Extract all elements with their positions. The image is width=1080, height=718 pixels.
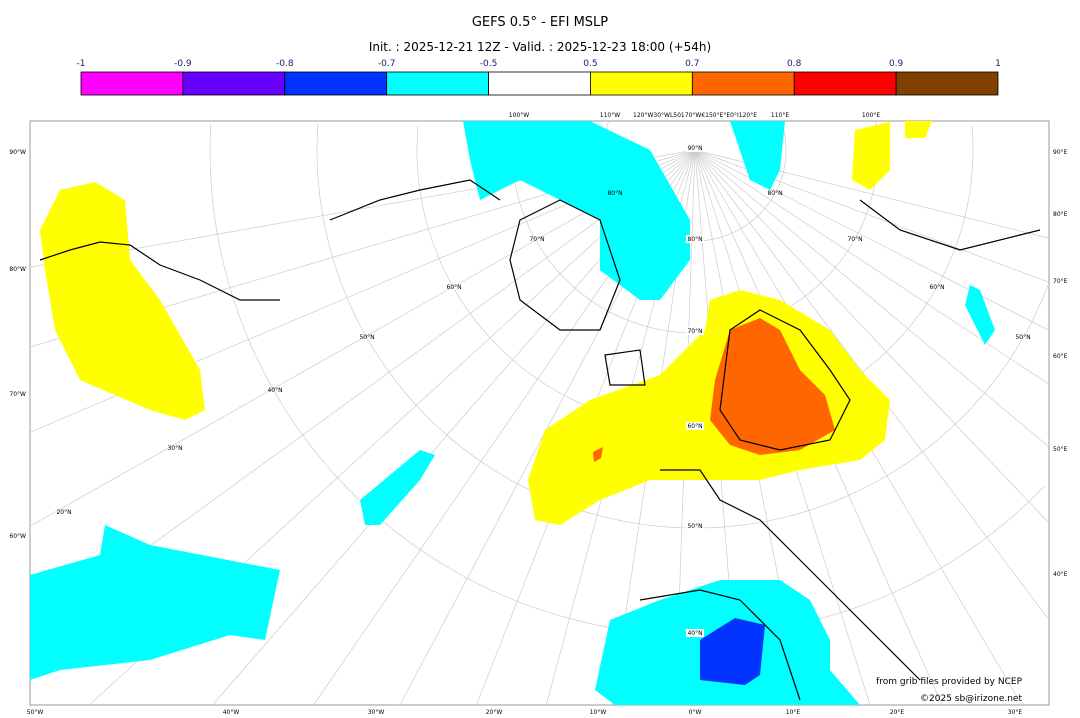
colorbar-tick-label: 0.9 [889, 59, 904, 69]
map-subtitle: Init. : 2025-12-21 12Z - Valid. : 2025-1… [368, 40, 712, 54]
colorbar-tick-label: 0.7 [685, 59, 699, 69]
efi-region-negative [360, 450, 435, 525]
colorbar-tick-label: 0.5 [583, 59, 597, 69]
efi-region-strong-negative [700, 618, 765, 685]
coordinate-label: 60°W [9, 533, 26, 540]
coordinate-label: 100°E [862, 112, 880, 119]
coordinate-label: 110°E [771, 112, 789, 119]
coastline [660, 469, 921, 681]
coastline [39, 241, 280, 301]
coastline [509, 199, 621, 331]
coordinate-labels: 50°W 40°W 30°W 20°W 10°W 0°W 10°E 20°E 30°E 90°W 8… [9, 112, 1067, 716]
coordinate-label: 30°N [167, 445, 182, 452]
coordinate-label: 70°N [847, 236, 862, 243]
coordinate-label: 50°N [1015, 334, 1030, 341]
efi-region-strong-positive [710, 318, 835, 455]
parallel-line [511, 121, 879, 334]
colorbar: -1 -0.9 -0.8 -0.7 -0.5 0.5 0.7 0.8 0.9 1 [77, 59, 1001, 96]
coordinate-label: 80°N [767, 190, 782, 197]
coordinate-label: 60°N [929, 284, 944, 291]
coastline [639, 589, 801, 701]
colorbar-tick-label: 0.8 [787, 59, 802, 69]
colorbar-tick-label: -0.7 [378, 59, 396, 69]
meridian-line [694, 149, 1050, 524]
coastline [719, 309, 851, 451]
coordinate-label: 0°W [689, 709, 702, 716]
coordinate-label: 70°W [9, 391, 26, 398]
coastline [604, 349, 646, 386]
efi-region-negative [30, 525, 280, 680]
coordinate-label: 40°W [223, 709, 240, 716]
map-title: GEFS 0.5° - EFI MSLP [471, 15, 609, 30]
colorbar-tick-label: -0.9 [174, 59, 192, 69]
efi-region-negative [463, 121, 690, 300]
label-bg [686, 522, 704, 530]
colorbar-segment [895, 71, 999, 96]
parallel-line [971, 125, 974, 150]
efi-region-positive [852, 122, 890, 190]
coordinate-label: 80°E [1053, 211, 1068, 218]
coordinate-label: 10°E [786, 709, 801, 716]
label-bg [686, 629, 704, 637]
label-bg [686, 422, 704, 430]
coordinate-label: 40°N [267, 387, 282, 394]
coordinate-label: 20°N [56, 509, 71, 516]
coordinate-label: 70°N [687, 328, 702, 335]
colorbar-tick-label: -0.5 [480, 59, 498, 69]
coastlines [39, 179, 1041, 701]
coordinate-label: 90°E [1053, 149, 1068, 156]
credit-ncep: from grib files provided by NCEP [876, 677, 1023, 687]
coordinate-label: 40°E [1053, 571, 1068, 578]
coastline [329, 179, 501, 221]
coordinate-label: 110°W [600, 112, 620, 119]
parallel-line [316, 123, 1049, 529]
coastline [859, 199, 1041, 251]
colorbar-tick-label: -1 [77, 59, 86, 69]
coordinate-label: 20°E [890, 709, 905, 716]
coordinate-label: 60°N [687, 423, 702, 430]
coordinate-label: 80°N [687, 236, 702, 243]
efi-fields [30, 121, 995, 705]
coordinate-label: 90°W [9, 149, 26, 156]
efi-region-negative [965, 285, 995, 345]
efi-region-positive [40, 182, 205, 420]
label-bg [686, 327, 704, 335]
coordinate-label: 120°W30°WL50170°W€150°E°E0°I120°E [633, 112, 757, 119]
meridian-line [694, 149, 1050, 448]
efi-region-strong-positive [593, 447, 603, 462]
colorbar-tick-label: 1 [995, 59, 1001, 69]
label-bg [686, 144, 704, 152]
coordinate-label: 70°N [529, 236, 544, 243]
credit-author: ©2025 sb@irizone.net [920, 694, 1022, 704]
label-bg [686, 235, 704, 243]
coordinate-label: 50°N [687, 523, 702, 530]
efi-region-negative [730, 121, 785, 190]
coordinate-label: 30°W [368, 709, 385, 716]
coordinate-label: 30°E [1008, 709, 1023, 716]
coordinate-label: 100°W [509, 112, 529, 119]
colorbar-tick-label: -0.8 [276, 59, 294, 69]
coordinate-label: 80°N [607, 190, 622, 197]
efi-region-positive [528, 290, 890, 525]
parallel-line [209, 124, 1045, 636]
coordinate-label: 90°N [687, 145, 702, 152]
coordinate-label: 70°E [1053, 278, 1068, 285]
coordinate-label: 20°W [486, 709, 503, 716]
coordinate-label: 50°N [359, 334, 374, 341]
coordinate-label: 80°W [9, 266, 26, 273]
coordinate-label: 50°W [27, 709, 44, 716]
meridian-line [694, 149, 1050, 385]
coordinate-label: 40°N [687, 630, 702, 637]
efi-region-positive [905, 121, 932, 138]
coordinate-label: 50°E [1053, 446, 1068, 453]
coordinate-label: 60°N [446, 284, 461, 291]
coordinate-label: 10°W [590, 709, 607, 716]
coordinate-label: 60°E [1053, 353, 1068, 360]
